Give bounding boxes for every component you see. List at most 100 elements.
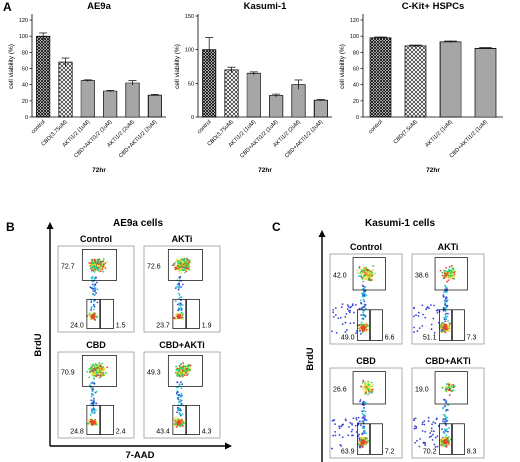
event-dot <box>362 313 365 316</box>
gate-top <box>167 355 203 387</box>
event-dot <box>181 369 184 372</box>
event-dot <box>447 274 450 277</box>
event-dot <box>334 423 336 426</box>
event-dot <box>442 307 445 309</box>
event-dot <box>429 432 432 434</box>
event-dot <box>96 288 99 291</box>
event-dot <box>430 323 433 326</box>
event-dot <box>367 328 370 331</box>
event-dot <box>364 418 366 421</box>
event-dot <box>415 425 418 428</box>
event-dot <box>363 300 366 303</box>
event-dot <box>361 331 364 334</box>
event-dot <box>423 420 426 422</box>
event-dot <box>417 311 420 314</box>
x-tick-label: CBD+AKTi1/2 (2uM) <box>118 119 158 159</box>
event-dot <box>180 392 183 395</box>
event-dot <box>362 317 365 320</box>
event-dot <box>101 268 104 271</box>
event-dot <box>450 264 453 267</box>
y-tick-label: 150 <box>185 14 194 20</box>
event-dot <box>449 275 452 277</box>
event-dot <box>369 276 372 278</box>
event-dot <box>366 393 369 396</box>
bar <box>224 69 239 118</box>
event-dot <box>362 280 365 283</box>
event-dot <box>177 398 180 401</box>
event-dot <box>100 261 103 264</box>
event-dot <box>452 277 455 280</box>
event-dot <box>445 434 448 437</box>
event-dot <box>182 362 185 365</box>
event-dot <box>100 265 102 267</box>
event-dot <box>365 324 368 326</box>
y-tick-label: 0 <box>25 115 28 121</box>
event-dot <box>370 392 373 394</box>
event-dot <box>89 403 92 406</box>
y-tick-label: 20 <box>22 99 28 105</box>
event-dot <box>363 431 365 434</box>
event-dot <box>188 260 191 262</box>
event-dot <box>444 269 447 272</box>
event-dot <box>413 427 416 430</box>
event-dot <box>439 442 442 445</box>
plot-label: CBD+AKTi <box>159 340 205 350</box>
event-dot <box>177 292 180 295</box>
event-dot <box>89 367 92 370</box>
event-dot <box>96 316 99 319</box>
event-dot <box>362 311 364 314</box>
event-dot <box>445 401 447 404</box>
event-dot <box>96 375 99 378</box>
event-dot <box>360 270 363 273</box>
gate-bl-value: 70.2 <box>423 449 437 456</box>
event-dot <box>365 387 367 390</box>
event-dot <box>93 399 95 402</box>
event-dot <box>174 300 177 302</box>
event-dot <box>90 277 93 280</box>
event-dot <box>338 434 341 436</box>
event-dot <box>180 369 182 372</box>
event-dot <box>365 432 367 435</box>
event-dot <box>362 414 365 416</box>
event-dot <box>442 420 444 423</box>
y-axis-label: cell viability (%) <box>174 44 181 89</box>
event-dot <box>363 295 366 298</box>
event-dot <box>372 274 375 277</box>
event-dot <box>87 422 89 425</box>
event-dot <box>102 374 105 377</box>
event-dot <box>444 274 447 277</box>
event-dot <box>182 424 184 427</box>
event-dot <box>178 401 180 404</box>
event-dot <box>181 383 184 386</box>
event-dot <box>434 436 437 439</box>
event-dot <box>431 433 434 436</box>
density-peak <box>360 439 366 445</box>
y-tick-label: 20 <box>353 99 359 105</box>
event-dot <box>431 438 434 441</box>
event-dot <box>98 258 101 261</box>
flow-plots: Control 72.7 24.0 1.5 AKTi 72.6 23.7 1.9 CBD 70.9… <box>33 222 485 462</box>
gate-bottom-right <box>186 298 200 329</box>
event-dot <box>181 412 184 415</box>
event-dot <box>176 381 179 384</box>
event-dot <box>346 304 349 307</box>
event-dot <box>421 423 424 426</box>
event-dot <box>180 311 183 314</box>
event-dot <box>366 277 369 280</box>
event-dot <box>356 272 359 275</box>
event-dot <box>427 416 430 419</box>
gate-top <box>352 371 386 405</box>
event-dot <box>96 264 99 267</box>
event-dot <box>92 269 95 272</box>
event-dot <box>347 310 350 312</box>
event-dot <box>179 396 182 398</box>
event-dot <box>178 407 181 410</box>
event-dot <box>183 267 186 270</box>
event-dot <box>445 330 447 332</box>
event-dot <box>332 434 335 437</box>
event-dot <box>414 425 416 427</box>
event-dot <box>365 328 368 331</box>
event-dot <box>415 427 417 430</box>
event-dot <box>92 290 95 293</box>
event-dot <box>349 421 352 424</box>
